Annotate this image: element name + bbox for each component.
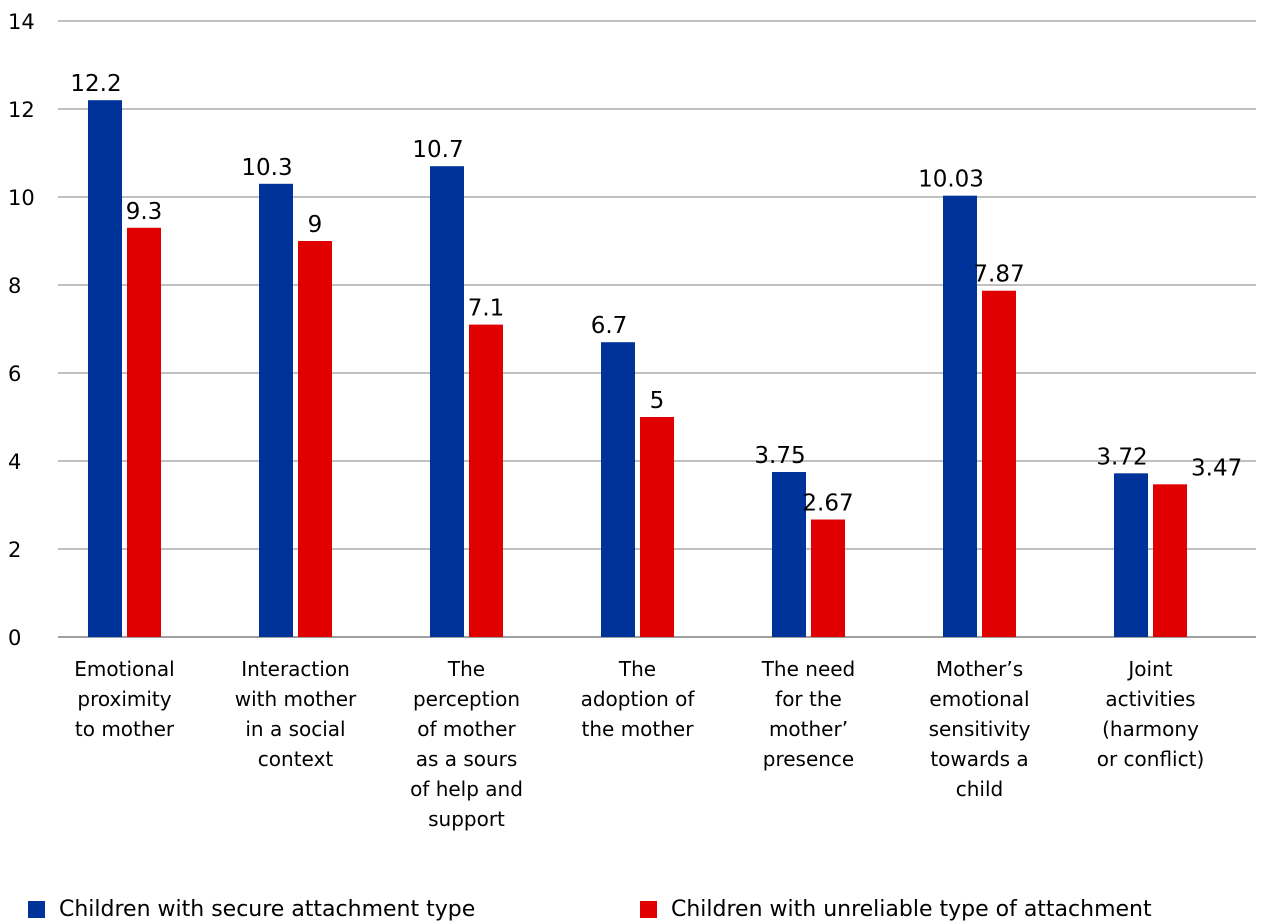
legend-item-unreliable: Children with unreliable type of attachm… <box>640 894 1152 924</box>
x-tick-label: Interaction with mother in a social cont… <box>221 654 371 774</box>
legend-label-unreliable: Children with unreliable type of attachm… <box>671 897 1152 922</box>
data-label: 10.3 <box>241 155 292 181</box>
data-label: 9 <box>308 212 323 238</box>
data-label: 3.75 <box>754 443 805 469</box>
bar-unreliable <box>811 520 845 637</box>
y-tick-label: 0 <box>8 626 21 650</box>
data-label: 12.2 <box>70 71 121 97</box>
bar-secure <box>772 472 806 637</box>
x-tick-label: The perception of mother as a sours of h… <box>392 654 542 834</box>
data-label: 5 <box>650 388 665 414</box>
y-tick-label: 2 <box>8 538 21 562</box>
x-tick-label: Joint activities (harmony or conflict) <box>1076 654 1226 774</box>
x-tick-label: The need for the mother’ presence <box>734 654 884 774</box>
legend-swatch-secure <box>28 901 45 918</box>
y-tick-label: 12 <box>8 98 35 122</box>
y-tick-label: 6 <box>8 362 21 386</box>
bar-unreliable <box>469 325 503 637</box>
data-label: 3.47 <box>1191 455 1242 481</box>
bar-secure <box>601 342 635 637</box>
legend-swatch-unreliable <box>640 901 657 918</box>
data-label: 9.3 <box>126 199 163 225</box>
y-tick-label: 10 <box>8 186 35 210</box>
y-tick-label: 4 <box>8 450 21 474</box>
data-label: 2.67 <box>802 491 853 517</box>
data-label: 10.7 <box>412 137 463 163</box>
bar-secure <box>88 100 122 637</box>
x-tick-label: Mother’s emotional sensitivity towards a… <box>905 654 1055 804</box>
legend-item-secure: Children with secure attachment type <box>28 894 475 924</box>
data-label: 3.72 <box>1096 444 1147 470</box>
y-tick-label: 8 <box>8 274 21 298</box>
data-label: 7.1 <box>468 296 505 322</box>
bar-unreliable <box>640 417 674 637</box>
bar-unreliable <box>127 228 161 637</box>
legend-label-secure: Children with secure attachment type <box>59 897 475 922</box>
data-label: 6.7 <box>591 313 628 339</box>
bar-secure <box>259 184 293 637</box>
y-tick-label: 14 <box>8 10 35 34</box>
bar-secure <box>430 166 464 637</box>
x-tick-label: Emotional proximity to mother <box>50 654 200 744</box>
data-label: 7.87 <box>973 262 1024 288</box>
bar-unreliable <box>1153 484 1187 637</box>
bar-secure <box>1114 473 1148 637</box>
bar-unreliable <box>982 291 1016 637</box>
data-label: 10.03 <box>918 167 984 193</box>
x-tick-label: The adoption of the mother <box>563 654 713 744</box>
bar-unreliable <box>298 241 332 637</box>
bar-secure <box>943 196 977 637</box>
